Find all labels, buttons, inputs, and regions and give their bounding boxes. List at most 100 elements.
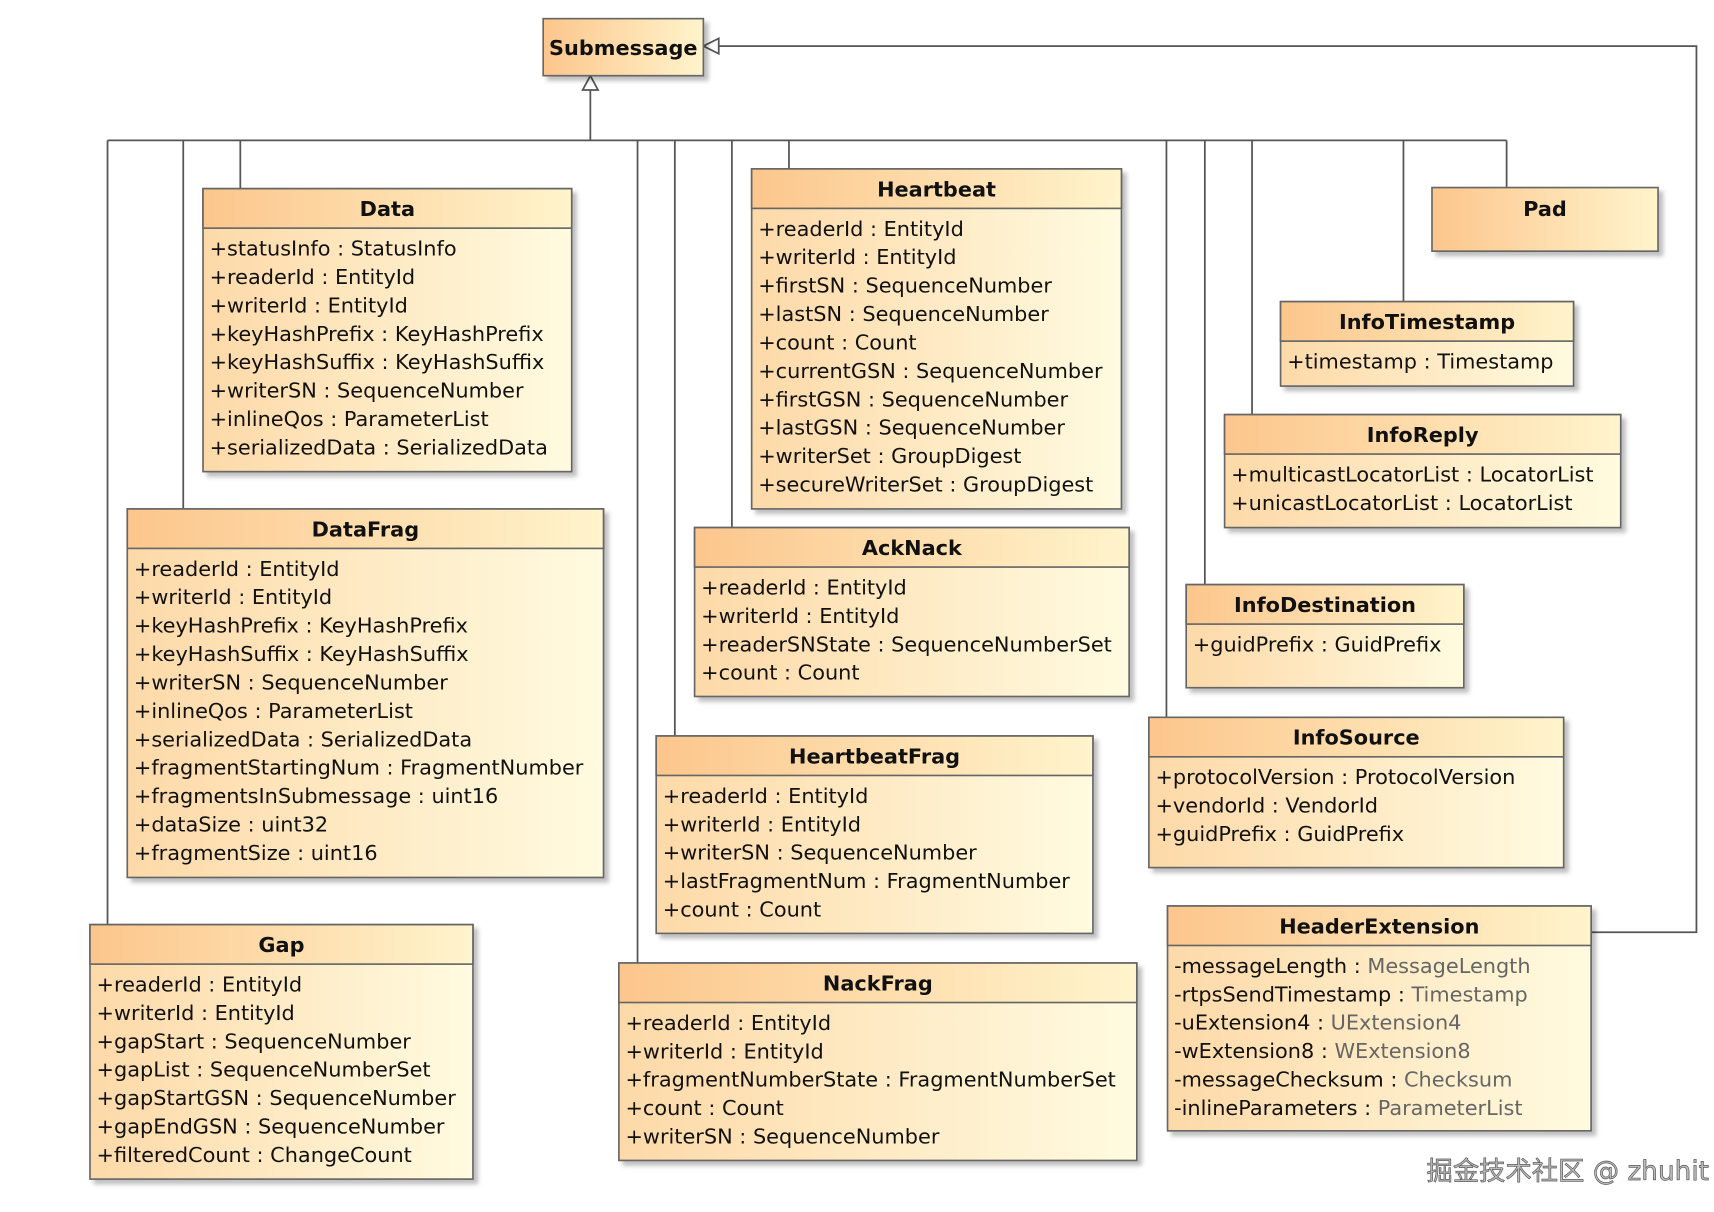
attribute-signature: +readerId :: [97, 973, 222, 997]
generalization-connectors: [106, 36, 1698, 964]
attribute-count: +count : Count: [625, 1096, 783, 1120]
class-infotimestamp[interactable]: InfoTimestamp +timestamp : Timestamp: [1279, 300, 1575, 387]
attribute-signature: +gapList :: [97, 1058, 210, 1082]
class-name: Pad: [1523, 197, 1567, 221]
attribute-type: KeyHashPrefix: [319, 614, 468, 638]
attribute-type: uint16: [431, 784, 498, 808]
attribute-type: SequenceNumberSet: [891, 632, 1112, 656]
attribute-type: FragmentNumberSet: [898, 1068, 1115, 1092]
attribute-signature: +writerId :: [210, 293, 328, 317]
attribute-type: GuidPrefix: [1297, 822, 1404, 846]
attribute-signature: +fragmentSize :: [134, 841, 311, 865]
attribute-keyHashPrefix: +keyHashPrefix : KeyHashPrefix: [134, 614, 468, 638]
class-acknack[interactable]: AckNack+readerId : EntityId+writerId : E…: [693, 526, 1130, 698]
attribute-writerId: +writerId : EntityId: [701, 604, 899, 628]
class-name: Data: [360, 197, 415, 221]
attribute-type: ParameterList: [1378, 1096, 1523, 1120]
attribute-signature: +readerId :: [210, 265, 335, 289]
attribute-type: FragmentNumber: [400, 756, 584, 780]
attribute-signature: +writerId :: [663, 812, 781, 836]
attribute-signature: +multicastLocatorList :: [1231, 463, 1479, 487]
attribute-serializedData: +serializedData : SerializedData: [134, 727, 472, 751]
attribute-firstGSN: +firstGSN : SequenceNumber: [758, 387, 1068, 411]
class-name: Gap: [258, 933, 304, 957]
class-heartbeat[interactable]: Heartbeat+readerId : EntityId+writerId :…: [750, 168, 1123, 510]
attribute-serializedData: +serializedData : SerializedData: [210, 435, 548, 459]
class-data[interactable]: Data +statusInfo : StatusInfo +readerId : …: [202, 187, 573, 473]
attribute-fragmentStartingNum: +fragmentStartingNum : FragmentNumber: [134, 756, 584, 780]
attribute-messageChecksum: -messageChecksum : Checksum: [1174, 1068, 1512, 1092]
attribute-type: Count: [855, 330, 917, 354]
attribute-signature: +lastGSN :: [758, 416, 878, 440]
class-headerextension[interactable]: HeaderExtension -messageLength : MessageL…: [1166, 905, 1592, 1132]
attribute-writerId: +writerId : EntityId: [625, 1039, 823, 1063]
attribute-firstSN: +firstSN : SequenceNumber: [758, 274, 1052, 298]
attribute-signature: +inlineQos :: [210, 407, 344, 431]
attribute-signature: -rtpsSendTimestamp :: [1174, 982, 1411, 1006]
attribute-writerId: +writerId : EntityId: [97, 1001, 295, 1025]
attribute-signature: +timestamp :: [1287, 350, 1437, 374]
class-infosource[interactable]: InfoSource +protocolVersion : ProtocolVer…: [1148, 716, 1565, 869]
attribute-type: SerializedData: [396, 435, 547, 459]
attribute-type: StatusInfo: [351, 237, 457, 261]
generalization-arrowhead: [701, 36, 720, 56]
attribute-type: GroupDigest: [891, 444, 1021, 468]
attribute-readerId: +readerId : EntityId: [625, 1011, 831, 1035]
attribute-type: ParameterList: [268, 699, 413, 723]
attribute-signature: +lastFragmentNum :: [663, 869, 887, 893]
attribute-signature: -messageChecksum :: [1174, 1068, 1404, 1092]
attribute-signature: +writerSN :: [210, 379, 337, 403]
attribute-signature: +guidPrefix :: [1193, 633, 1335, 657]
attribute-type: EntityId: [222, 973, 302, 997]
attribute-signature: +writerId :: [758, 245, 876, 269]
attribute-statusInfo: +statusInfo : StatusInfo: [210, 237, 457, 261]
attribute-writerId: +writerId : EntityId: [210, 293, 408, 317]
attribute-fragmentSize: +fragmentSize : uint16: [134, 841, 378, 865]
attribute-multicastLocatorList: +multicastLocatorList : LocatorList: [1231, 463, 1593, 487]
attribute-writerSN: +writerSN : SequenceNumber: [625, 1125, 939, 1149]
attribute-signature: +gapStart :: [97, 1029, 225, 1053]
attribute-type: FragmentNumber: [887, 869, 1071, 893]
attribute-signature: +protocolVersion :: [1155, 765, 1354, 789]
class-heartbeatfrag[interactable]: HeartbeatFrag+readerId : EntityId+writer…: [655, 735, 1094, 935]
attribute-type: SequenceNumber: [862, 302, 1049, 326]
attribute-filteredCount: +filteredCount : ChangeCount: [97, 1143, 412, 1167]
attribute-signature: +count :: [758, 330, 855, 354]
class-pad[interactable]: Pad: [1431, 186, 1659, 252]
attribute-writerSN: +writerSN : SequenceNumber: [134, 670, 448, 694]
class-datafrag[interactable]: DataFrag+readerId : EntityId+writerId : …: [126, 508, 605, 879]
attribute-signature: +inlineQos :: [134, 699, 268, 723]
attribute-inlineQos: +inlineQos : ParameterList: [134, 699, 413, 723]
attribute-type: UExtension4: [1331, 1011, 1462, 1035]
attribute-keyHashSuffix: +keyHashSuffix : KeyHashSuffix: [210, 350, 545, 374]
attribute-unicastLocatorList: +unicastLocatorList : LocatorList: [1231, 491, 1572, 515]
attribute-type: Checksum: [1404, 1068, 1512, 1092]
attribute-signature: +firstSN :: [758, 274, 865, 298]
class-name: InfoDestination: [1234, 593, 1416, 617]
attribute-signature: +keyHashSuffix :: [134, 642, 320, 666]
class-inforeply[interactable]: InfoReply +multicastLocatorList : Locator…: [1223, 413, 1622, 529]
class-name: InfoTimestamp: [1339, 310, 1515, 334]
attribute-signature: +writerId :: [625, 1039, 743, 1063]
attribute-signature: +count :: [625, 1096, 722, 1120]
attribute-rtpsSendTimestamp: -rtpsSendTimestamp : Timestamp: [1174, 982, 1528, 1006]
attribute-signature: +writerId :: [97, 1001, 215, 1025]
class-name: HeaderExtension: [1279, 914, 1479, 938]
class-name: AckNack: [862, 536, 963, 560]
attribute-count: +count : Count: [758, 330, 916, 354]
class-submessage[interactable]: Submessage: [542, 17, 705, 77]
attribute-writerId: +writerId : EntityId: [134, 585, 332, 609]
attribute-writerSN: +writerSN : SequenceNumber: [210, 379, 524, 403]
attribute-type: EntityId: [335, 265, 415, 289]
class-nackfrag[interactable]: NackFrag+readerId : EntityId+writerId : …: [618, 962, 1138, 1162]
attribute-type: KeyHashPrefix: [395, 322, 544, 346]
attribute-signature: -uExtension4 :: [1174, 1011, 1331, 1035]
class-name: DataFrag: [312, 517, 420, 541]
attribute-type: LocatorList: [1458, 491, 1572, 515]
class-infodestination[interactable]: InfoDestination +guidPrefix : GuidPrefix: [1185, 583, 1465, 689]
attribute-signature: +keyHashSuffix :: [210, 350, 396, 374]
class-gap[interactable]: Gap +readerId : EntityId +writerId : Entit…: [89, 923, 474, 1180]
attribute-type: Timestamp: [1410, 982, 1527, 1006]
attribute-type: SequenceNumber: [790, 841, 977, 865]
